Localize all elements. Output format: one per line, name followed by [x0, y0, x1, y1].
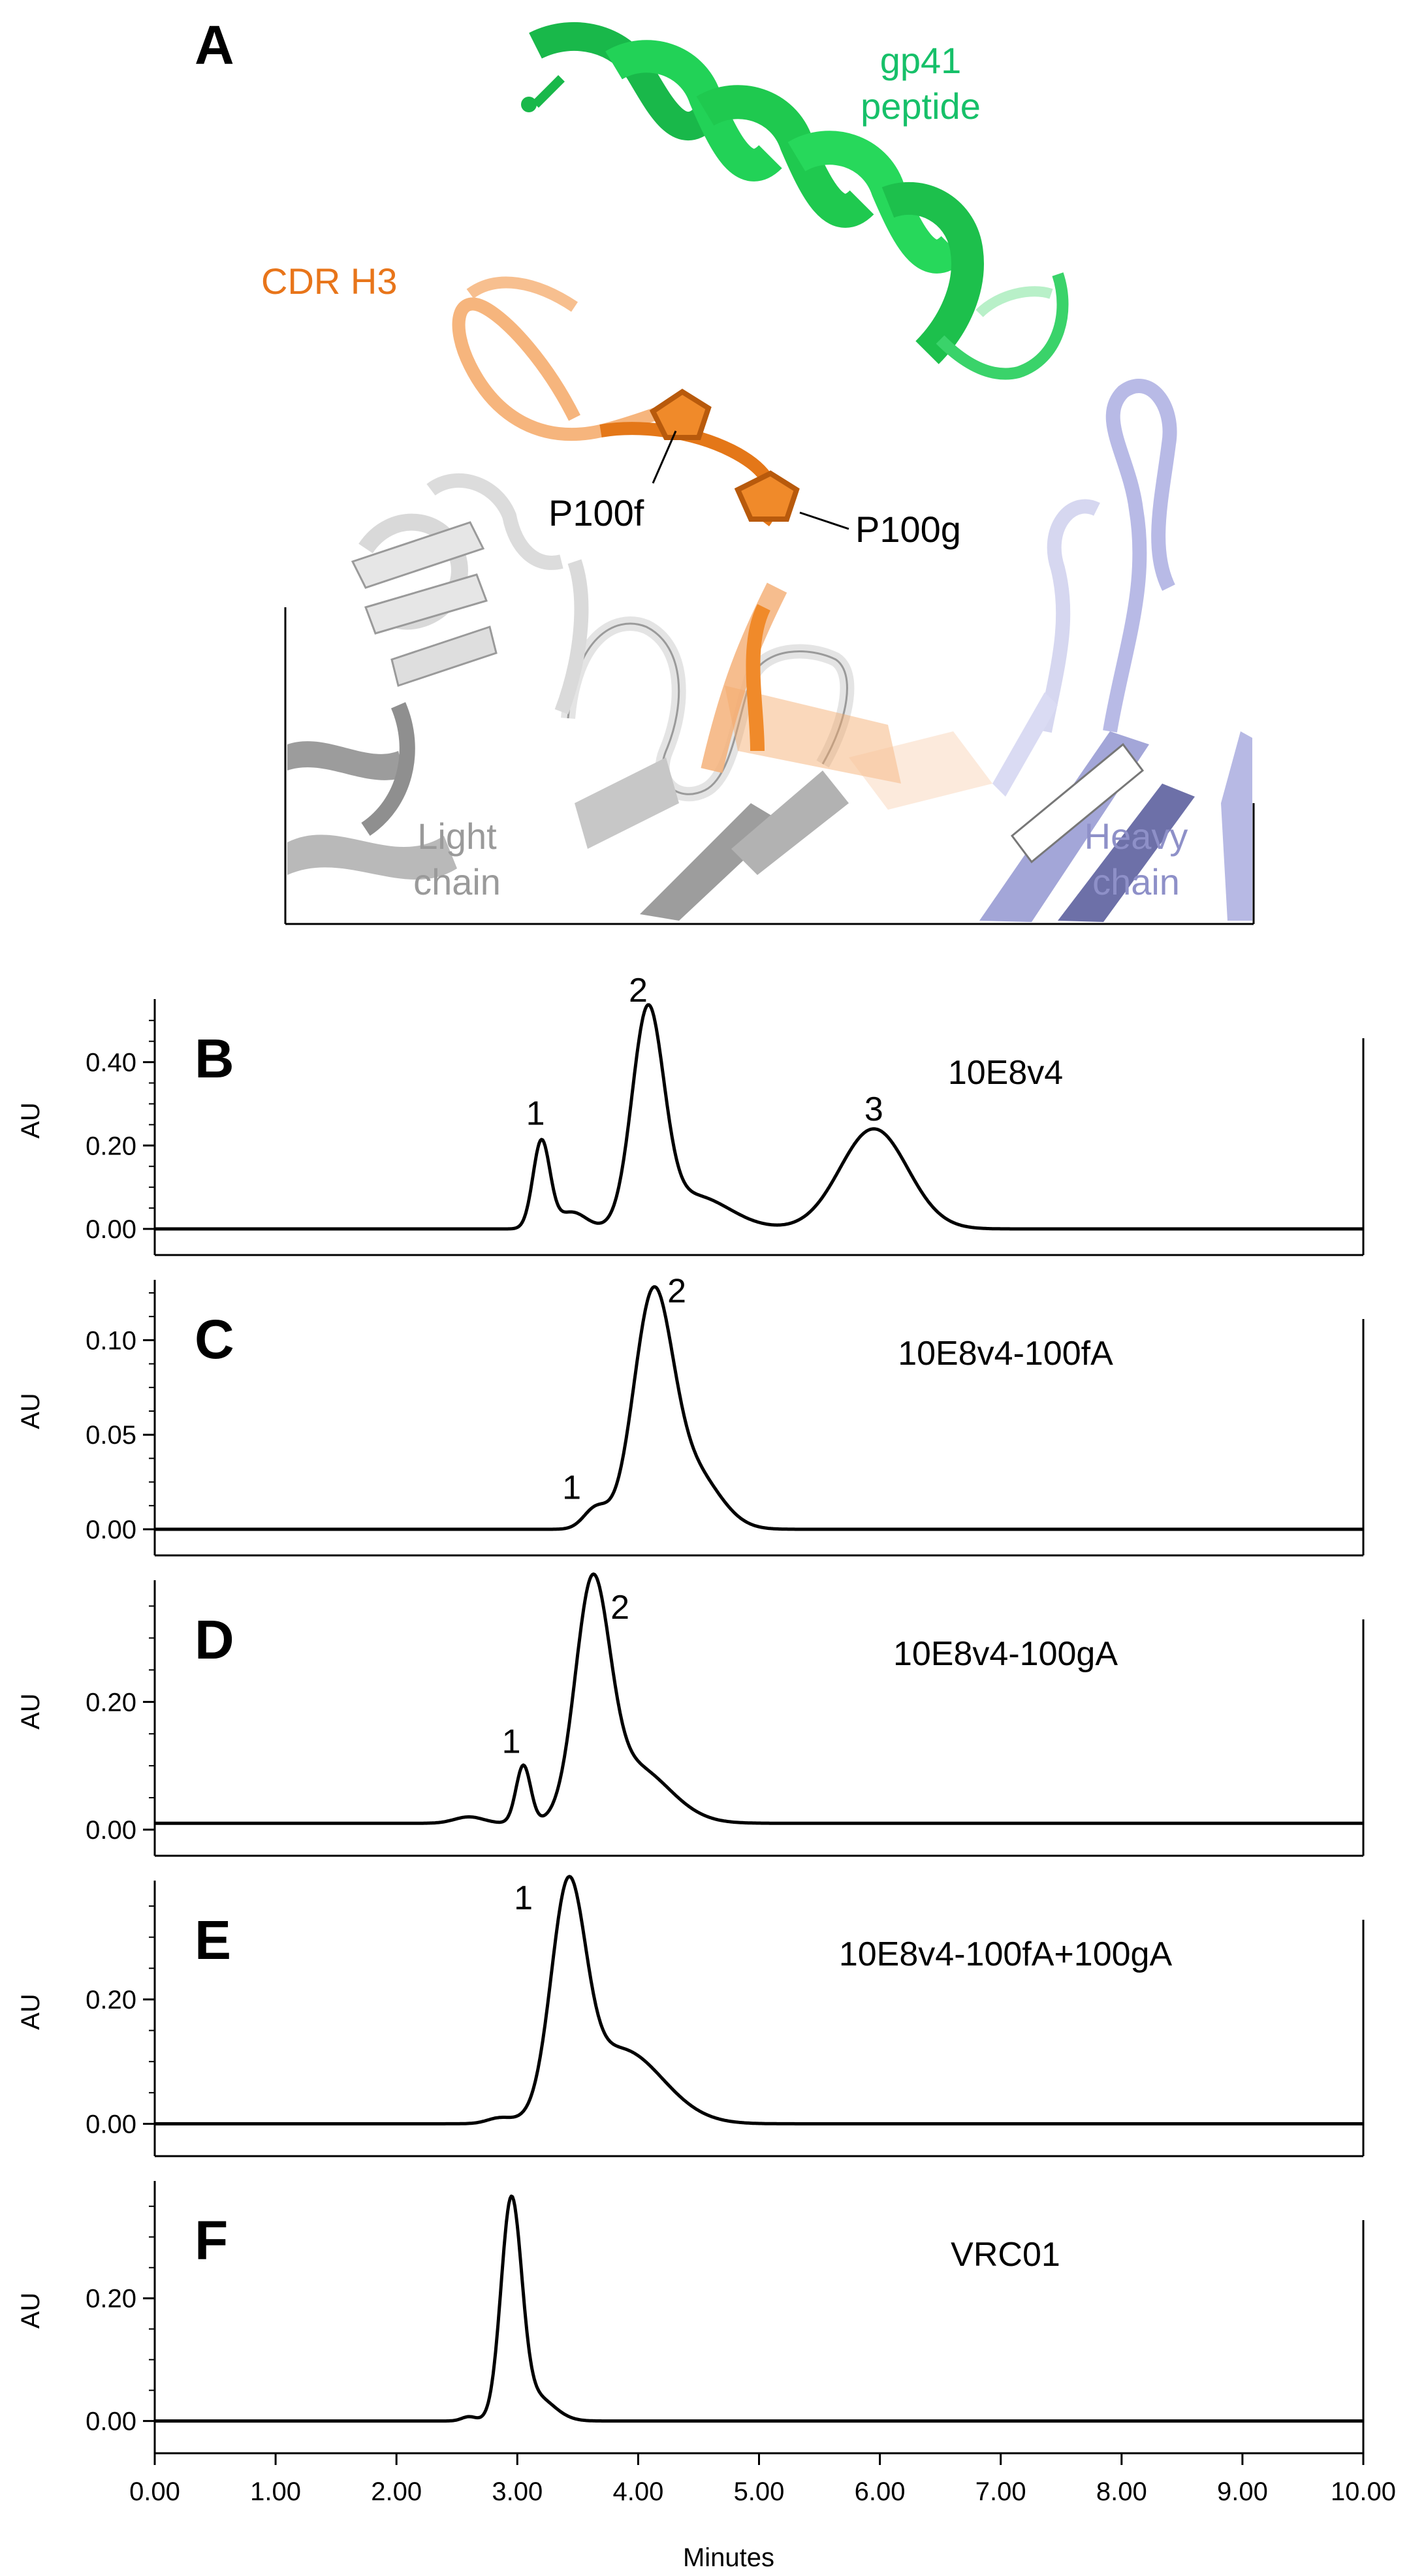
chromatogram-trace [154, 1285, 1364, 1531]
panel-d: 0.00 0.20 AU D 1 2 10E8v4-100gA [16, 1572, 1365, 1857]
peak-label: 3 [864, 1090, 883, 1128]
x-axis-title: Minutes [683, 2543, 774, 2572]
sample-label: VRC01 [951, 2236, 1060, 2274]
structure-labels: gp41 peptide CDR H3 P100f P100g Light ch… [261, 40, 1188, 902]
heavy-chain-cartoon [979, 379, 1252, 922]
x-tick-label: 6.00 [855, 2477, 906, 2506]
peak-label: 1 [526, 1094, 545, 1132]
y-tick-label: 0.00 [86, 1215, 136, 1244]
heavy-chain-label-line1: Heavy [1084, 816, 1188, 857]
peak-label: 1 [562, 1469, 581, 1507]
x-tick-label: 5.00 [734, 2477, 785, 2506]
panel-e: 0.00 0.20 AU E 1 10E8v4-100fA+100gA [16, 1875, 1365, 2157]
y-tick-label: 0.05 [86, 1421, 136, 1450]
panel-letter-a: A [195, 14, 234, 76]
y-tick-label: 0.00 [86, 1816, 136, 1845]
light-chain-cartoon [287, 473, 855, 921]
sample-label: 10E8v4-100gA [893, 1635, 1118, 1673]
x-tick-label: 10.00 [1331, 2477, 1396, 2506]
y-axis-label: AU [16, 1693, 45, 1730]
y-tick-label: 0.20 [86, 1132, 136, 1160]
peak-label: 2 [629, 972, 648, 1010]
y-tick-label: 0.20 [86, 1688, 136, 1717]
gp41-label-line2: peptide [861, 86, 981, 127]
x-axis: Minutes 0.00 1.00 2.00 3.00 4.00 5.00 6.00 7.00… [129, 2453, 1396, 2572]
sample-label: 10E8v4 [948, 1054, 1063, 1092]
peak-label: 1 [514, 1879, 533, 1917]
panel-letter-e: E [195, 1909, 231, 1971]
panel-c: 0.00 0.05 0.10 AU C 1 2 10E8v4-100fA [16, 1272, 1365, 1557]
peak-label: 2 [610, 1589, 629, 1627]
panel-f: 0.00 0.20 AU F VRC01 [16, 2181, 1365, 2455]
cdr-h3-loop [452, 276, 992, 810]
panel-a-structure: A [195, 14, 1255, 925]
panel-b: 0.00 0.20 0.40 AU B 1 2 3 10E8v4 [16, 972, 1365, 1256]
p100f-label: P100f [548, 492, 644, 533]
panel-letter-d: D [195, 1609, 234, 1670]
peak-label: 1 [502, 1723, 521, 1761]
sample-label: 10E8v4-100fA+100gA [839, 1935, 1173, 1973]
structure-frame [284, 607, 1255, 925]
x-tick-label: 4.00 [612, 2477, 663, 2506]
panel-letter-b: B [195, 1028, 234, 1089]
x-tick-label: 1.00 [250, 2477, 301, 2506]
y-tick-label: 0.10 [86, 1326, 136, 1355]
chromatogram-trace [154, 1003, 1364, 1231]
heavy-chain-label-line2: chain [1092, 861, 1180, 902]
y-tick-label: 0.00 [86, 2408, 136, 2436]
y-tick-label: 0.40 [86, 1049, 136, 1077]
x-tick-label: 7.00 [975, 2477, 1026, 2506]
y-tick-label: 0.20 [86, 2285, 136, 2314]
y-tick-label: 0.00 [86, 2110, 136, 2139]
peak-label: 2 [667, 1272, 686, 1310]
x-tick-label: 3.00 [492, 2477, 543, 2506]
gp41-peptide-helix [521, 22, 1069, 380]
p100g-label: P100g [855, 509, 961, 550]
y-axis-label: AU [16, 1994, 45, 2030]
y-axis-label: AU [16, 1102, 45, 1139]
chromatogram-trace [154, 1875, 1364, 2125]
gp41-label-line1: gp41 [880, 40, 962, 81]
chromatogram-trace [154, 2194, 1364, 2423]
y-tick-label: 0.00 [86, 1516, 136, 1544]
y-tick-label: 0.20 [86, 1986, 136, 2014]
x-tick-label: 2.00 [371, 2477, 422, 2506]
x-tick-label: 0.00 [129, 2477, 180, 2506]
light-chain-label-line2: chain [413, 861, 501, 902]
sample-label: 10E8v4-100fA [898, 1335, 1113, 1373]
x-tick-label: 9.00 [1217, 2477, 1268, 2506]
cdr-h3-label: CDR H3 [261, 261, 397, 302]
y-axis-label: AU [16, 2293, 45, 2329]
chromatogram-panels: 0.00 0.20 0.40 AU B 1 2 3 10E8v4 0.00 0.05 0.10 AU C 1… [16, 972, 1365, 2455]
y-axis-label: AU [16, 1393, 45, 1429]
panel-letter-c: C [195, 1309, 234, 1370]
light-chain-label-line1: Light [417, 816, 497, 857]
chromatogram-trace [154, 1572, 1364, 1825]
panel-letter-f: F [195, 2210, 228, 2271]
x-tick-label: 8.00 [1096, 2477, 1147, 2506]
